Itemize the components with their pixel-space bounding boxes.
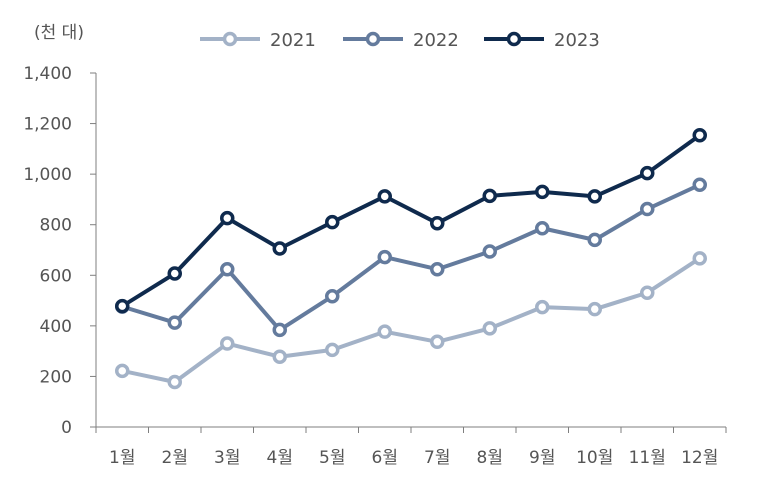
data-point [115,298,130,314]
data-point [640,285,655,300]
data-point [430,334,445,350]
data-point [587,189,602,204]
x-tick-label: 6월 [372,448,398,468]
axes: 0 200 400 600 800 1,000 1,200 1,400 1월 2월 3월 4월 5월 6월… [23,64,727,468]
legend: 2021 2022 2023 [200,30,600,51]
data-point [482,321,497,336]
series-2021 [115,251,707,390]
x-tick-label: 8월 [477,448,503,468]
data-point [692,127,707,143]
data-point [377,249,392,265]
data-point [115,363,130,379]
y-tick-label: 1,200 [23,115,72,135]
y-tick-label: 400 [40,317,72,337]
y-unit-label: (천 대) [34,23,84,43]
data-point [272,322,287,338]
data-point [640,201,655,217]
x-tick-label: 12월 [681,448,718,468]
series-line [121,256,701,384]
legend-label: 2021 [270,30,316,51]
x-tick-label: 2월 [162,448,188,468]
series-line [121,182,701,332]
data-point [587,232,602,248]
data-point [640,165,655,181]
x-tick-label: 9월 [529,448,555,468]
data-point [587,301,602,317]
legend-marker [506,31,522,47]
x-tick-label: 5월 [319,448,345,468]
data-point [167,315,182,330]
data-point [220,261,235,277]
data-point [167,374,182,390]
y-tick-label: 800 [40,216,72,236]
x-tick-label: 7월 [424,448,450,468]
x-tick-label: 11월 [629,448,666,468]
data-point [377,189,392,204]
series-line [121,133,701,308]
legend-item-2023: 2023 [484,30,600,51]
data-point [325,214,340,230]
y-tick-label: 600 [40,266,72,286]
legend-item-2021: 2021 [200,30,316,51]
series-2022 [115,177,707,338]
data-point [430,215,445,231]
y-tick-label: 1,000 [23,165,72,185]
legend-label: 2022 [413,30,459,51]
series-layer [115,127,707,390]
data-point [692,177,707,193]
y-tick-label: 200 [40,367,72,387]
x-tick-label: 10월 [576,448,613,468]
data-point [482,188,497,204]
data-point [535,184,550,200]
data-point [535,299,550,315]
data-point [325,289,340,304]
legend-marker [365,31,381,47]
data-point [535,221,550,236]
legend-label: 2023 [554,30,600,51]
data-point [220,210,235,226]
data-point [430,261,445,277]
legend-item-2022: 2022 [343,30,459,51]
data-point [377,324,392,339]
data-point [220,336,235,351]
series-2023 [115,127,707,314]
legend-marker [222,31,238,47]
data-point [272,349,287,364]
y-tick-label: 1,400 [23,64,72,84]
data-point [325,342,340,358]
x-tick-label: 1월 [109,448,135,468]
y-tick-label: 0 [61,418,72,438]
x-tick-label: 3월 [214,448,240,468]
data-point [692,251,707,266]
data-point [482,244,497,259]
x-tick-label: 4월 [267,448,293,468]
data-point [272,241,287,256]
data-point [167,266,182,281]
